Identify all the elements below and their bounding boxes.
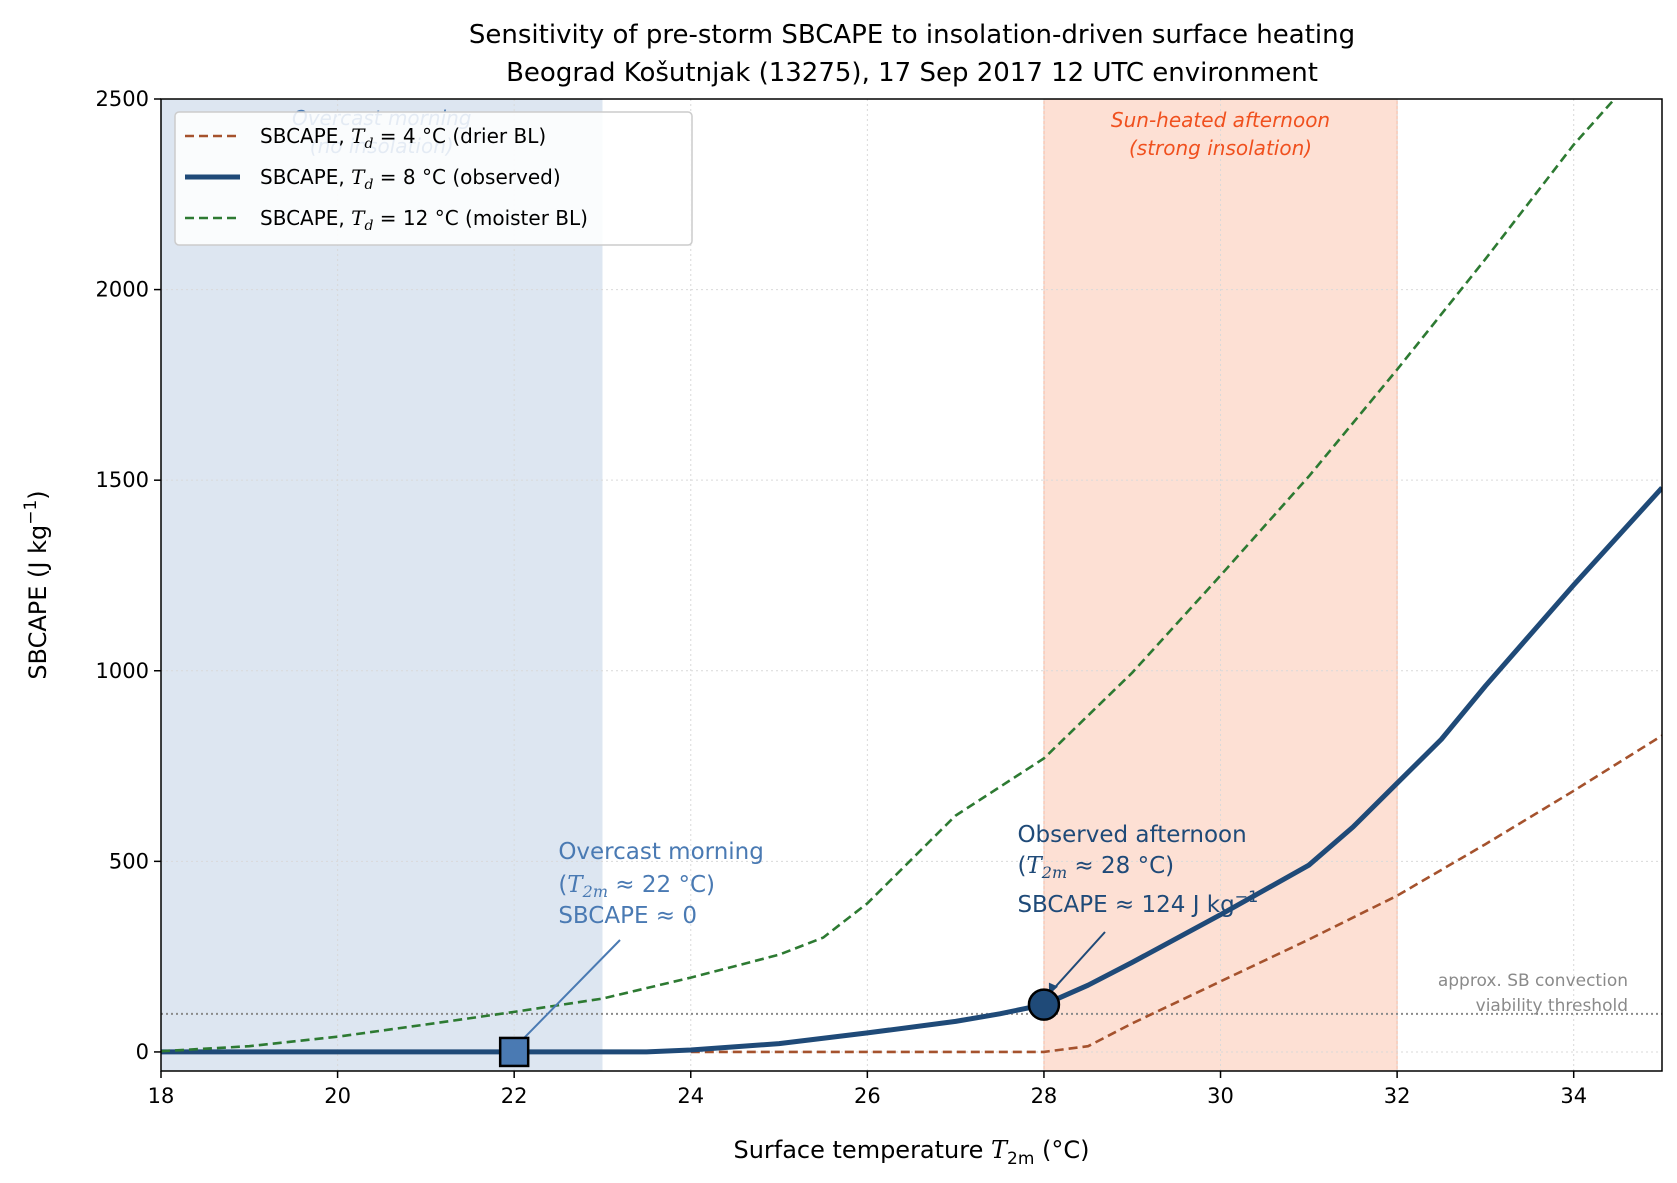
threshold-label-line1: approx. SB convection [1438,971,1628,991]
overcast-annotation-line3: SBCAPE ≈ 0 [558,903,697,929]
legend-label-2: SBCAPE, Td = 12 °C (moister BL) [260,206,588,234]
x-tick-label: 34 [1560,1084,1587,1108]
x-tick-label: 28 [1031,1084,1058,1108]
observed-annotation-line3: SBCAPE ≈ 124 J kg−1 [1017,887,1258,918]
y-tick-label: 0 [136,1040,149,1064]
overcast-annotation-arrow [521,939,621,1041]
chart-subtitle: Beograd Košutnjak (13275), 17 Sep 2017 1… [506,58,1318,88]
observed-point [1027,988,1061,1021]
x-tick-label: 24 [677,1084,704,1108]
x-tick-label: 20 [324,1084,351,1108]
overcast-annotation-line2: (T2m ≈ 22 °C) [558,872,715,901]
x-tick-label: 32 [1384,1084,1411,1108]
y-tick-label: 1500 [96,468,149,492]
y-tick-label: 2000 [96,278,149,302]
x-tick-label: 18 [148,1084,175,1108]
overcast-region [161,99,603,1071]
x-tick-label: 26 [854,1084,881,1108]
chart-title: Sensitivity of pre-storm SBCAPE to insol… [469,20,1355,50]
y-tick-label: 2500 [96,87,149,111]
legend-box [174,111,693,246]
series-line-0 [690,734,1662,1054]
series-line-1 [161,486,1662,1055]
plot-frame [160,98,1663,1072]
legend-label-1: SBCAPE, Td = 8 °C (observed) [260,165,561,193]
observed-annotation-line1: Observed afternoon [1017,822,1246,848]
x-axis-label: Surface temperature T2m (°C) [733,1136,1089,1169]
overcast-point [498,1036,530,1068]
observed-annotation-line2: (T2m ≈ 28 °C) [1017,853,1174,882]
x-tick-label: 30 [1207,1084,1234,1108]
y-axis-label: SBCAPE (J kg−1) [21,490,52,679]
y-tick-label: 500 [109,849,149,873]
legend-label-0: SBCAPE, Td = 4 °C (drier BL) [260,124,546,152]
x-tick-label: 22 [501,1084,528,1108]
y-tick-label: 1000 [96,659,149,683]
series-group [161,99,1662,1055]
series-line-2 [161,99,1617,1053]
observed-annotation-arrow [1051,931,1106,992]
threshold-label-line2: viability threshold [1476,996,1628,1016]
overcast-annotation-line1: Overcast morning [558,839,764,865]
